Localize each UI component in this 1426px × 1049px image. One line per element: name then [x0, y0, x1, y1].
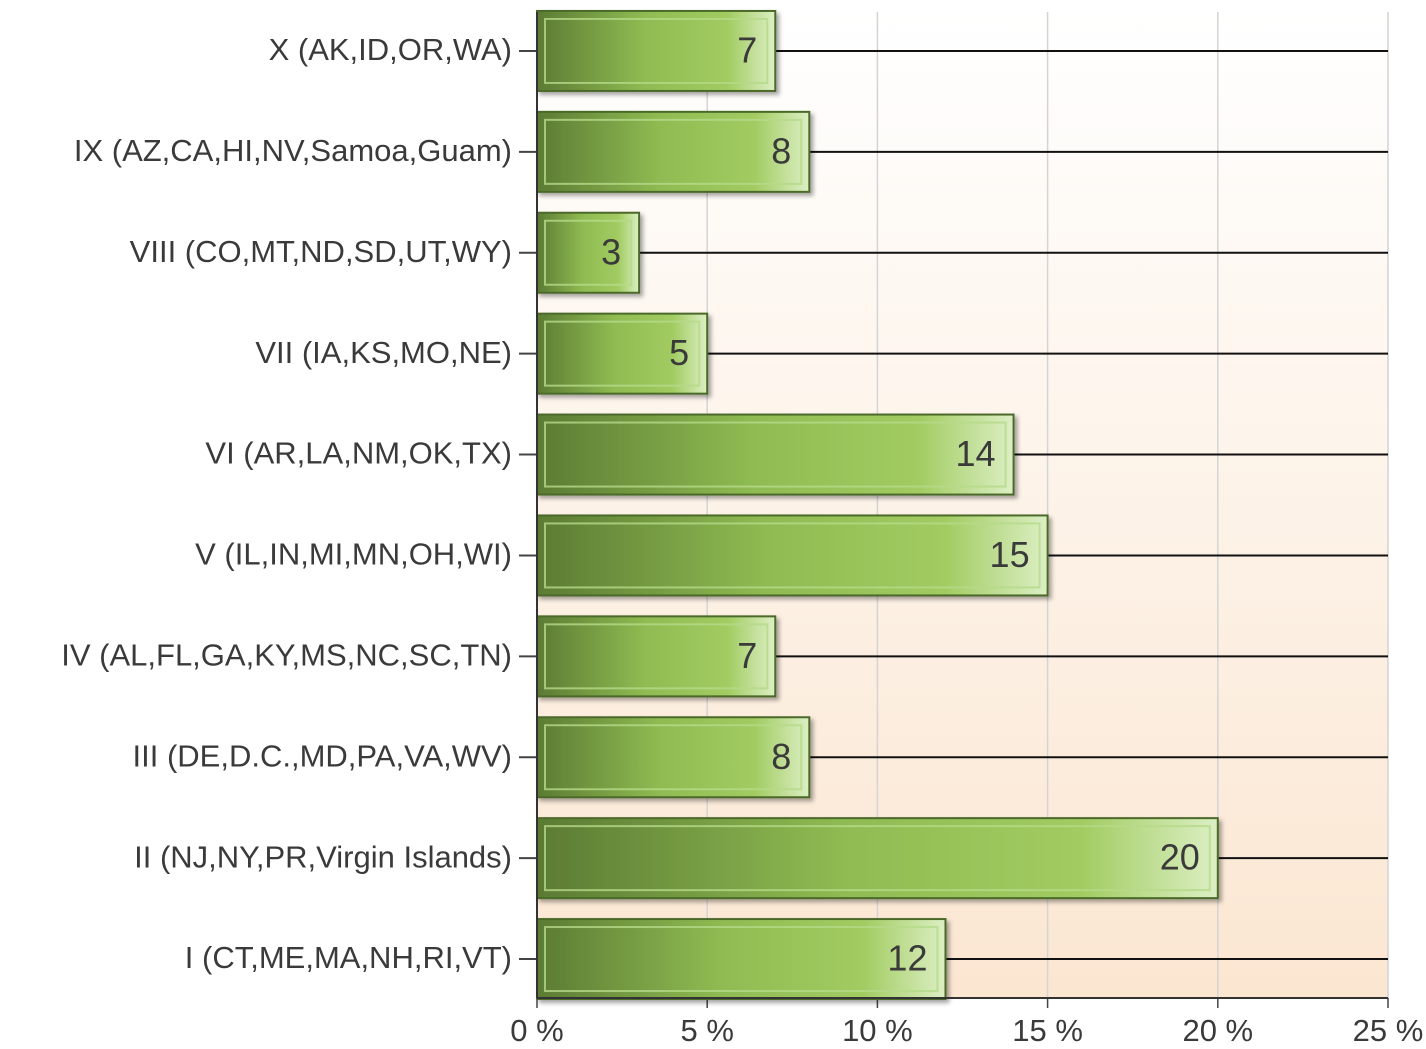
bar-highlight	[544, 17, 769, 84]
value-label: 3	[601, 231, 621, 272]
bar-group: 8	[536, 110, 811, 193]
y-tick-label: II (NJ,NY,PR,Virgin Islands)	[134, 839, 512, 874]
bar-highlight	[544, 320, 701, 387]
bar-group: 20	[536, 817, 1219, 900]
value-label: 8	[771, 130, 791, 171]
bar	[536, 514, 1049, 597]
bar-group: 7	[536, 615, 777, 698]
y-tick-label: III (DE,D.C.,MD,PA,VA,WV)	[133, 738, 512, 773]
bar-highlight	[544, 623, 769, 690]
value-label: 7	[737, 29, 757, 70]
bar-group: 15	[536, 514, 1049, 597]
value-label: 12	[887, 938, 927, 979]
y-tick-label: IX (AZ,CA,HI,NV,Samoa,Guam)	[74, 133, 512, 168]
y-tick-label: I (CT,ME,MA,NH,RI,VT)	[185, 940, 512, 975]
bar	[536, 110, 811, 193]
bar	[536, 615, 777, 698]
x-tick-label: 5 %	[680, 1013, 733, 1048]
bar-highlight	[544, 825, 1211, 892]
value-label: 7	[737, 635, 757, 676]
bar-highlight	[544, 118, 803, 185]
x-tick-label: 20 %	[1182, 1013, 1253, 1048]
bar-highlight	[544, 219, 633, 286]
bar	[536, 918, 947, 1001]
y-tick-label: VI (AR,LA,NM,OK,TX)	[205, 436, 512, 471]
bar-highlight	[544, 522, 1041, 589]
y-tick-label: VII (IA,KS,MO,NE)	[255, 335, 512, 370]
value-label: 20	[1160, 837, 1200, 878]
value-label: 15	[990, 534, 1030, 575]
bar	[536, 211, 641, 294]
bar-highlight	[544, 926, 939, 993]
x-tick-label: 25 %	[1353, 1013, 1424, 1048]
y-tick-label: IV (AL,FL,GA,KY,MS,NC,SC,TN)	[61, 638, 512, 673]
x-tick-label: 10 %	[842, 1013, 913, 1048]
y-tick-label: VIII (CO,MT,ND,SD,UT,WY)	[130, 234, 512, 269]
x-tick-label: 15 %	[1012, 1013, 1083, 1048]
bar	[536, 817, 1219, 900]
bar-group: 8	[536, 716, 811, 799]
bar-group: 3	[536, 211, 641, 294]
bar	[536, 413, 1015, 496]
bar-highlight	[544, 724, 803, 791]
bar-highlight	[544, 421, 1007, 488]
value-label: 14	[956, 433, 996, 474]
bar-group: 14	[536, 413, 1015, 496]
bar	[536, 716, 811, 799]
y-tick-label: X (AK,ID,OR,WA)	[269, 32, 512, 67]
x-tick-label: 0 %	[510, 1013, 563, 1048]
value-label: 5	[669, 332, 689, 373]
bar-group: 7	[536, 9, 777, 92]
bar-group: 12	[536, 918, 947, 1001]
bar	[536, 9, 777, 92]
bar-group: 5	[536, 312, 709, 395]
y-tick-label: V (IL,IN,MI,MN,OH,WI)	[195, 537, 512, 572]
value-label: 8	[771, 736, 791, 777]
bar	[536, 312, 709, 395]
